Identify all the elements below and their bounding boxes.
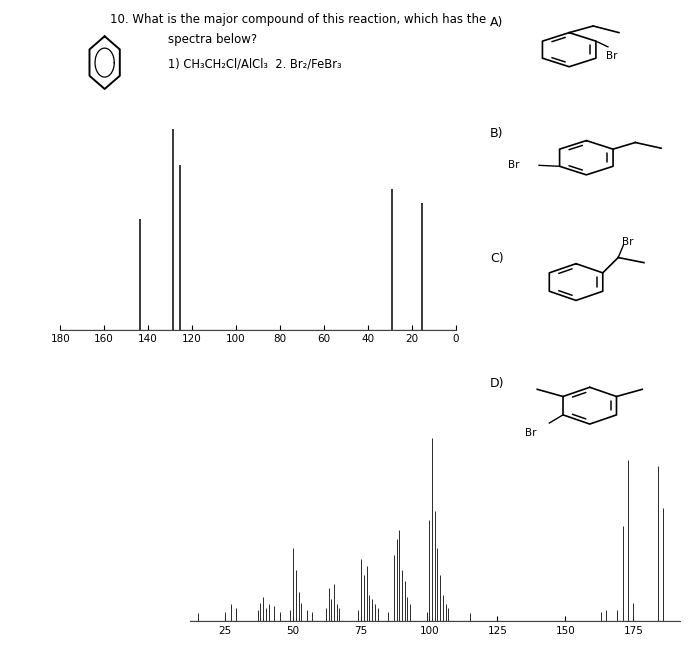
- Text: Br: Br: [508, 160, 519, 170]
- Text: 10. What is the major compound of this reaction, which has the: 10. What is the major compound of this r…: [110, 13, 486, 26]
- Text: Br: Br: [525, 428, 537, 438]
- Text: C): C): [490, 252, 503, 265]
- Text: 1) CH₃CH₂Cl/AlCl₃  2. Br₂/FeBr₃: 1) CH₃CH₂Cl/AlCl₃ 2. Br₂/FeBr₃: [168, 58, 342, 71]
- Text: D): D): [490, 377, 505, 390]
- Text: B): B): [490, 127, 503, 140]
- Text: spectra below?: spectra below?: [168, 33, 257, 46]
- Text: Br: Br: [622, 237, 633, 247]
- Text: Br: Br: [606, 51, 617, 61]
- Text: A): A): [490, 16, 503, 30]
